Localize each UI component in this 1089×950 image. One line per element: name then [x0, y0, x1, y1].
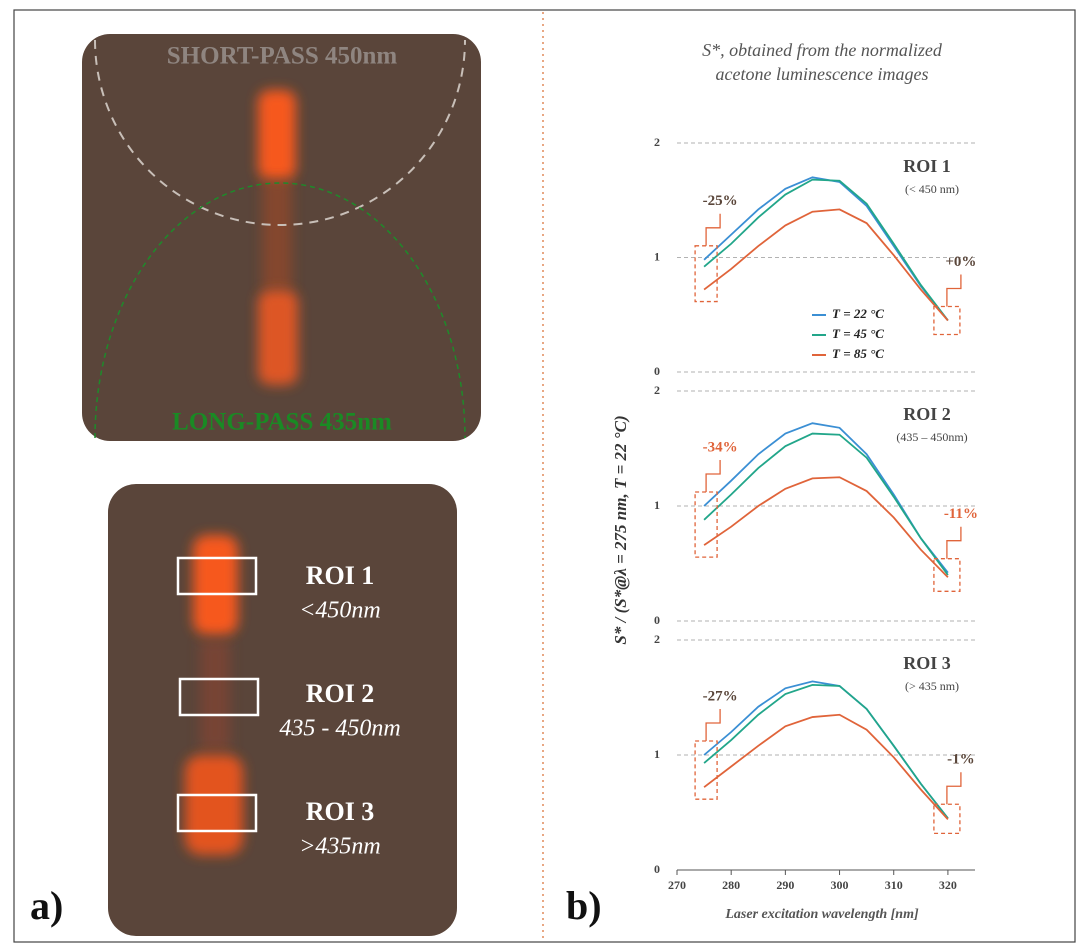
series-line — [703, 683, 949, 819]
long-pass-label: LONG-PASS 435nm — [172, 409, 392, 436]
legend-label: T = 45 °C — [832, 326, 884, 341]
roi-range: 435 - 450nm — [279, 716, 400, 742]
y-tick-label: 2 — [654, 383, 660, 397]
annotation-bracket — [946, 526, 962, 559]
y-tick-label: 0 — [654, 862, 660, 876]
roi-name: ROI 2 — [306, 679, 375, 708]
series-line — [703, 713, 949, 821]
legend-label: T = 22 °C — [832, 306, 884, 321]
x-tick-label: 290 — [776, 878, 794, 892]
x-axis-label: Laser excitation wavelength [nm] — [724, 907, 919, 922]
roi-title: ROI 3 — [903, 653, 951, 673]
roi-title: ROI 1 — [903, 156, 951, 176]
x-tick-label: 320 — [939, 878, 957, 892]
y-tick-label: 0 — [654, 613, 660, 627]
roi-subtitle: (< 450 nm) — [905, 182, 959, 196]
panel-label: a) — [30, 883, 63, 928]
annotation: +0% — [945, 254, 976, 270]
annotation-box — [694, 491, 718, 558]
y-tick-label: 2 — [654, 632, 660, 646]
x-tick-label: 300 — [831, 878, 849, 892]
series-line — [703, 680, 949, 819]
annotation: -1% — [947, 752, 975, 768]
short-pass-label: SHORT-PASS 450nm — [167, 43, 398, 70]
y-tick-label: 1 — [654, 249, 660, 263]
x-tick-label: 280 — [722, 878, 740, 892]
y-tick-label: 1 — [654, 498, 660, 512]
roi-subtitle: (> 435 nm) — [905, 679, 959, 693]
annotation-box — [694, 245, 718, 303]
x-tick-label: 270 — [668, 878, 686, 892]
roi-name: ROI 3 — [306, 797, 375, 826]
series-line — [703, 176, 949, 322]
annotation-bracket — [946, 772, 962, 805]
roi-range: >435nm — [299, 834, 381, 860]
roi-range: <450nm — [299, 598, 381, 624]
roi-subtitle: (435 – 450nm) — [896, 430, 967, 444]
annotation-bracket — [946, 274, 962, 307]
annotation: -27% — [703, 688, 738, 704]
annotation: -11% — [944, 506, 978, 522]
x-tick-label: 310 — [885, 878, 903, 892]
annotation: -34% — [703, 439, 738, 455]
annotation-box — [694, 740, 718, 800]
legend-label: T = 85 °C — [832, 346, 884, 361]
y-tick-label: 2 — [654, 135, 660, 149]
annotation: -25% — [703, 193, 738, 209]
y-tick-label: 1 — [654, 747, 660, 761]
frame — [13, 9, 1076, 943]
series-line — [703, 422, 949, 574]
panel-label: b) — [566, 883, 602, 928]
filter-image: SHORT-PASS 450nm LONG-PASS 435nm — [82, 34, 481, 441]
chart-title: acetone luminescence images — [716, 64, 929, 84]
roi-image — [108, 484, 457, 936]
y-tick-label: 0 — [654, 364, 660, 378]
chart-title: S*, obtained from the normalized — [702, 40, 943, 60]
annotation-bracket — [705, 213, 721, 246]
roi-name: ROI 1 — [306, 561, 375, 590]
annotation-box — [933, 558, 961, 592]
series-line — [703, 178, 949, 322]
series-line — [703, 476, 949, 578]
annotation-bracket — [705, 460, 721, 492]
y-axis-label: S* / (S*@λ = 275 nm, T = 22 °C) — [611, 415, 630, 644]
annotation-bracket — [705, 709, 721, 741]
roi-title: ROI 2 — [903, 404, 951, 424]
series-line — [703, 208, 949, 322]
annotation-box — [933, 305, 961, 336]
series-line — [703, 432, 949, 576]
roi-labels: ROI 1 <450nm ROI 2 435 - 450nm ROI 3 >435nm — [279, 561, 400, 860]
